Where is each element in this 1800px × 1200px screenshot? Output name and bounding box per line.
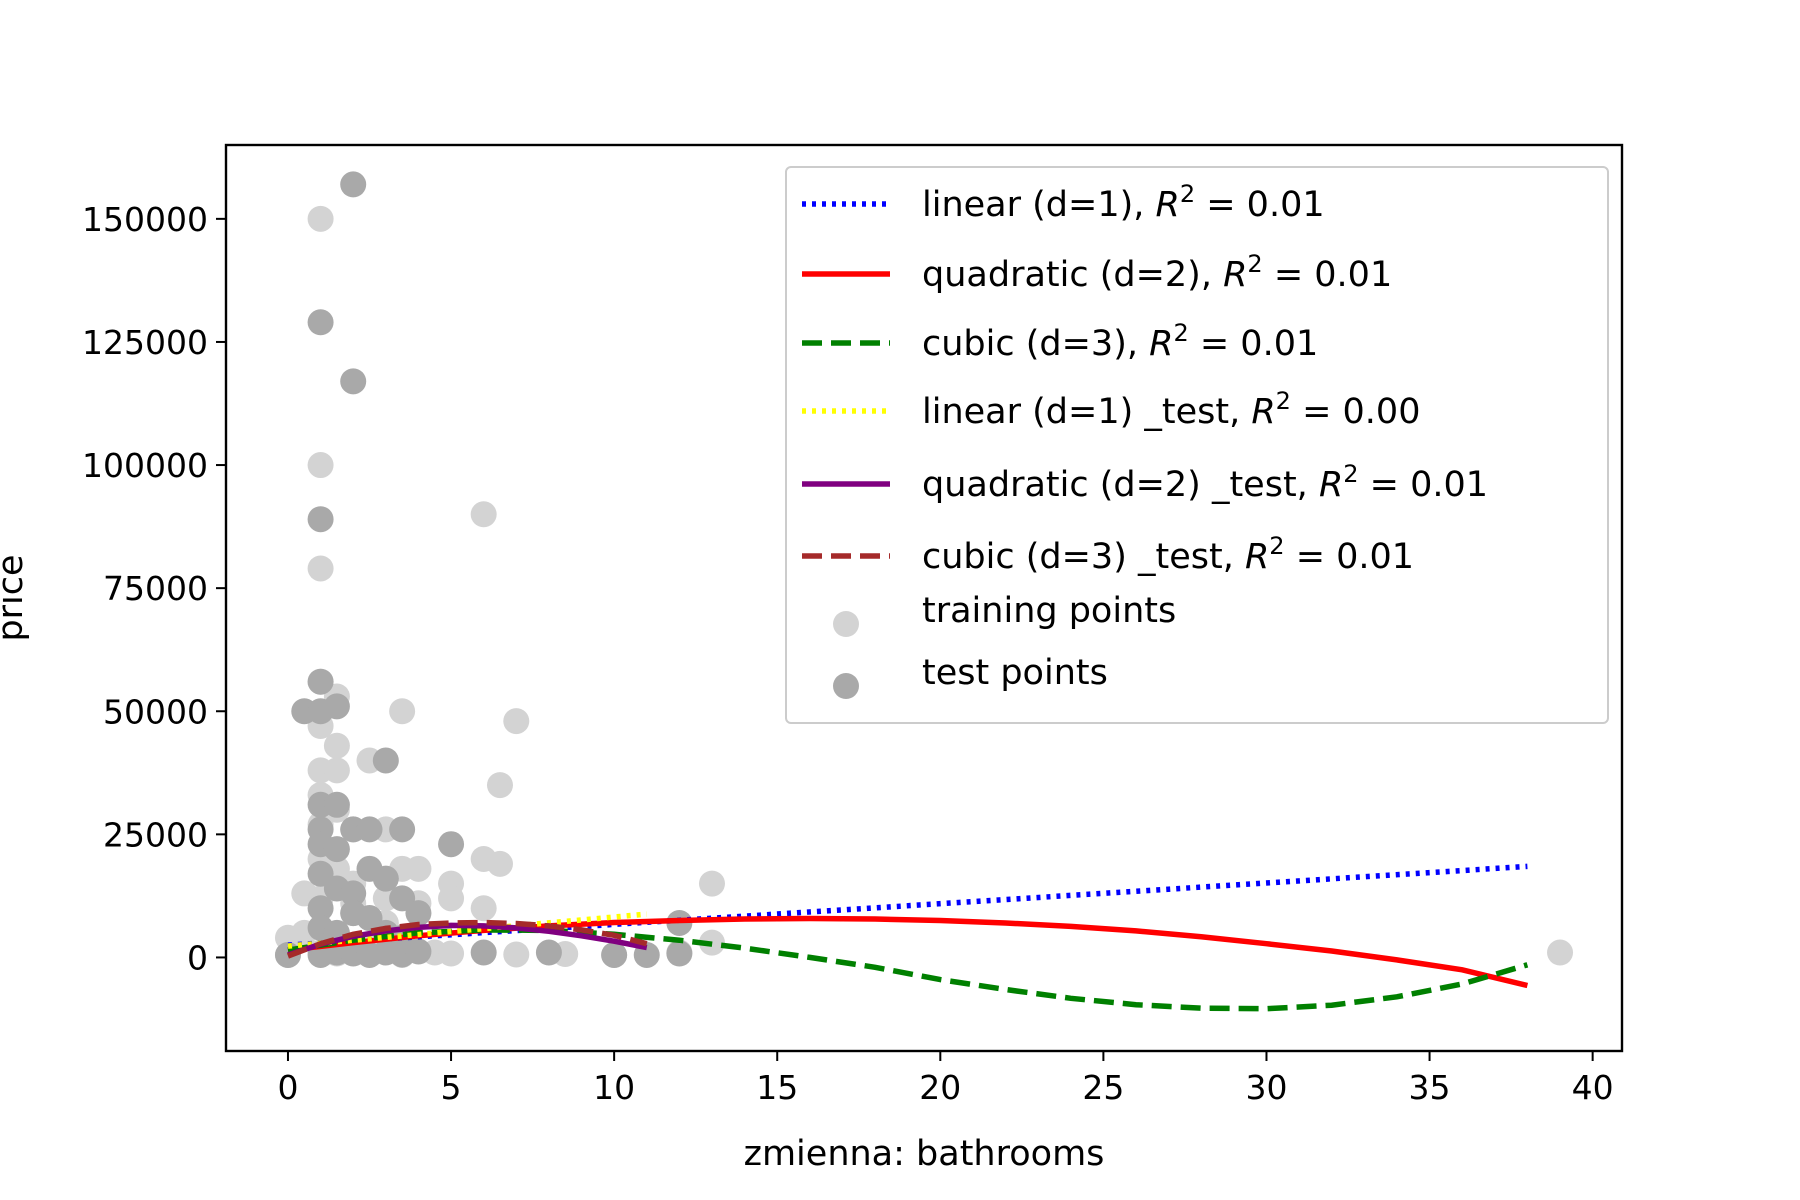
fit-line-3 (287, 911, 648, 949)
x-tick-label: 5 (441, 1068, 462, 1107)
fit-line-0 (287, 863, 1528, 948)
training-point (438, 940, 465, 967)
test-point (372, 865, 399, 892)
training-point (698, 870, 725, 897)
y-tick-label: 100000 (82, 446, 208, 485)
test-point (405, 938, 432, 965)
training-point (323, 757, 350, 784)
training-point (389, 698, 416, 725)
test-point (389, 816, 416, 843)
test-point (340, 880, 367, 907)
legend-point-swatch (833, 673, 859, 699)
training-point (1547, 939, 1574, 966)
test-point (438, 831, 465, 858)
x-tick-label: 20 (919, 1068, 961, 1107)
x-tick-label: 40 (1572, 1068, 1614, 1107)
test-point (356, 816, 383, 843)
training-point (470, 895, 497, 922)
test-point (535, 939, 562, 966)
x-axis-ticks: 0 5 10 15 20 25 30 35 40 (277, 1051, 1614, 1107)
legend-entry-label: quadratic (d=2), R2 = 0.01 (922, 250, 1392, 295)
training-point (405, 855, 432, 882)
test-point (307, 309, 334, 336)
legend-entry-label: linear (d=1) _test, R2 = 0.00 (922, 387, 1420, 432)
y-tick-label: 150000 (82, 200, 208, 239)
y-axis-label: price (0, 554, 31, 641)
test-point (666, 940, 693, 967)
x-tick-label: 30 (1245, 1068, 1287, 1107)
test-point (470, 939, 497, 966)
fit-line-2 (287, 927, 1529, 1012)
y-tick-label: 0 (187, 938, 208, 977)
y-axis-ticks: 0 25000 50000 75000 100000 125000 150000 (82, 200, 226, 977)
legend-box (785, 166, 1609, 724)
legend-entry-label: test points (922, 653, 1108, 693)
test-point (601, 941, 628, 968)
x-tick-label: 15 (756, 1068, 798, 1107)
test-point (307, 668, 334, 695)
y-tick-label: 75000 (103, 569, 208, 608)
x-tick-label: 35 (1409, 1068, 1451, 1107)
legend-entry-label: linear (d=1), R2 = 0.01 (922, 180, 1325, 225)
x-tick-label: 10 (593, 1068, 635, 1107)
test-point (372, 747, 399, 774)
test-point (405, 900, 432, 927)
fit-line-5 (287, 919, 648, 959)
legend-point-swatch (833, 611, 859, 637)
y-tick-label: 25000 (103, 815, 208, 854)
training-point (486, 772, 513, 799)
test-point (323, 693, 350, 720)
test-point (307, 506, 334, 533)
y-tick-label: 50000 (103, 692, 208, 731)
plot-frame (224, 143, 1624, 1053)
test-point (323, 836, 350, 863)
training-point (503, 941, 530, 968)
training-point (323, 732, 350, 759)
training-point (307, 555, 334, 582)
training-point (470, 501, 497, 528)
training-point (307, 205, 334, 232)
test-point (340, 171, 367, 198)
legend: linear (d=1), R2 = 0.01 quadratic (d=2), … (785, 166, 1609, 724)
fit-lines (287, 863, 1529, 1012)
x-axis-label: zmienna: bathrooms (744, 1134, 1105, 1174)
training-point (438, 885, 465, 912)
x-tick-label: 25 (1082, 1068, 1124, 1107)
legend-entry-label: cubic (d=3) _test, R2 = 0.01 (922, 532, 1414, 577)
y-tick-label: 125000 (82, 323, 208, 362)
training-point (503, 708, 530, 735)
legend-entry-label: training points (922, 591, 1176, 631)
test-point (323, 791, 350, 818)
legend-entry-label: quadratic (d=2) _test, R2 = 0.01 (922, 460, 1488, 505)
training-point (486, 850, 513, 877)
test-point (340, 368, 367, 395)
legend-entry-label: cubic (d=3), R2 = 0.01 (922, 319, 1318, 364)
x-tick-label: 0 (277, 1068, 298, 1107)
training-point (307, 452, 334, 479)
test-point (307, 895, 334, 922)
